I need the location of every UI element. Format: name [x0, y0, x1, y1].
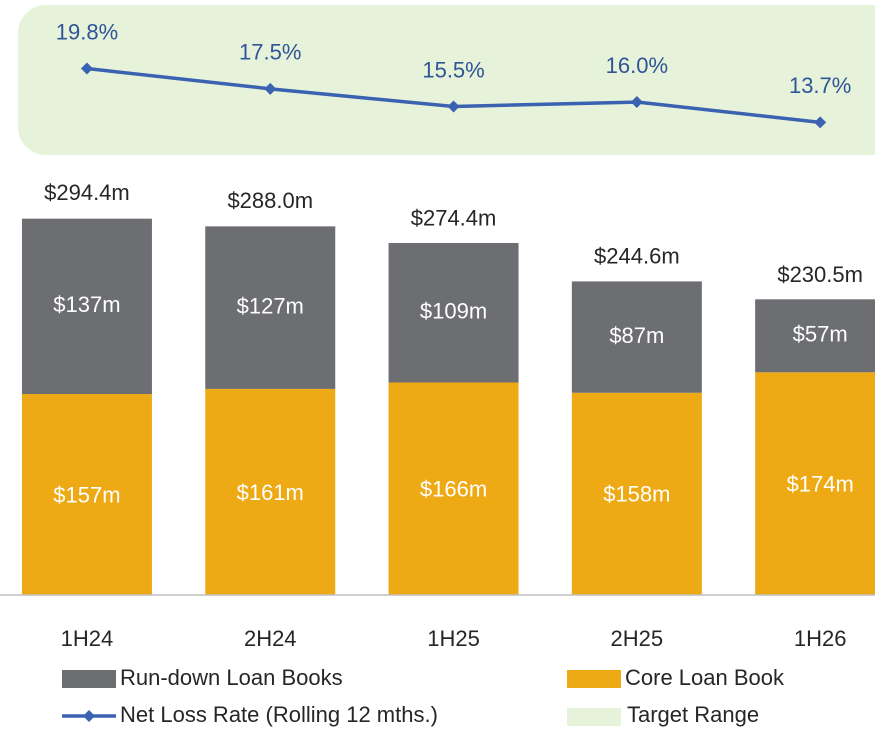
legend-swatch — [567, 670, 621, 688]
legend-label: Target Range — [627, 702, 759, 727]
legend-label: Core Loan Book — [625, 665, 785, 690]
x-tick-label: 1H24 — [61, 626, 114, 651]
line-value-label: 19.8% — [56, 19, 118, 44]
total-label: $274.4m — [411, 206, 497, 231]
total-label: $230.5m — [777, 262, 863, 287]
bar-value-label: $109m — [420, 299, 487, 324]
bar-segment — [571, 281, 702, 393]
x-tick-label: 2H25 — [611, 626, 664, 651]
legend-label: Run-down Loan Books — [120, 665, 343, 690]
bar-segment — [21, 218, 152, 395]
bar-segment — [388, 382, 519, 595]
bar-segment — [205, 388, 336, 595]
bar-segment — [388, 243, 519, 383]
legend-label: Net Loss Rate (Rolling 12 mths.) — [120, 702, 438, 727]
total-label: $244.6m — [594, 244, 680, 269]
bar-value-label: $157m — [53, 482, 120, 507]
legend-marker — [83, 710, 95, 722]
line-marker — [814, 116, 827, 129]
bar-value-label: $87m — [609, 323, 664, 348]
bar-value-label: $127m — [237, 293, 304, 318]
line-marker — [630, 96, 643, 109]
legend-swatch — [62, 670, 116, 688]
x-tick-label: 2H24 — [244, 626, 297, 651]
bar-segment — [755, 299, 875, 373]
bar-segment — [21, 394, 152, 595]
line-marker — [80, 62, 93, 75]
line-value-label: 16.0% — [606, 53, 668, 78]
bar-value-label: $137m — [53, 292, 120, 317]
legend-swatch — [567, 708, 621, 726]
line-value-label: 17.5% — [239, 40, 301, 65]
total-label: $294.4m — [44, 180, 130, 205]
bar-value-label: $166m — [420, 477, 487, 502]
bar-value-label: $161m — [237, 480, 304, 505]
line-value-label: 13.7% — [789, 73, 851, 98]
bar-segment — [205, 226, 336, 389]
bar-segment — [755, 372, 875, 595]
line-value-label: 15.5% — [422, 57, 484, 82]
bar-value-label: $158m — [603, 482, 670, 507]
line-marker — [447, 100, 460, 113]
bar-value-label: $57m — [793, 322, 848, 347]
x-tick-label: 1H26 — [794, 626, 847, 651]
target-range — [18, 5, 875, 155]
bar-segment — [571, 392, 702, 595]
line-marker — [264, 82, 277, 95]
bar-value-label: $174m — [787, 471, 854, 496]
x-tick-label: 1H25 — [427, 626, 480, 651]
total-label: $288.0m — [227, 188, 313, 213]
